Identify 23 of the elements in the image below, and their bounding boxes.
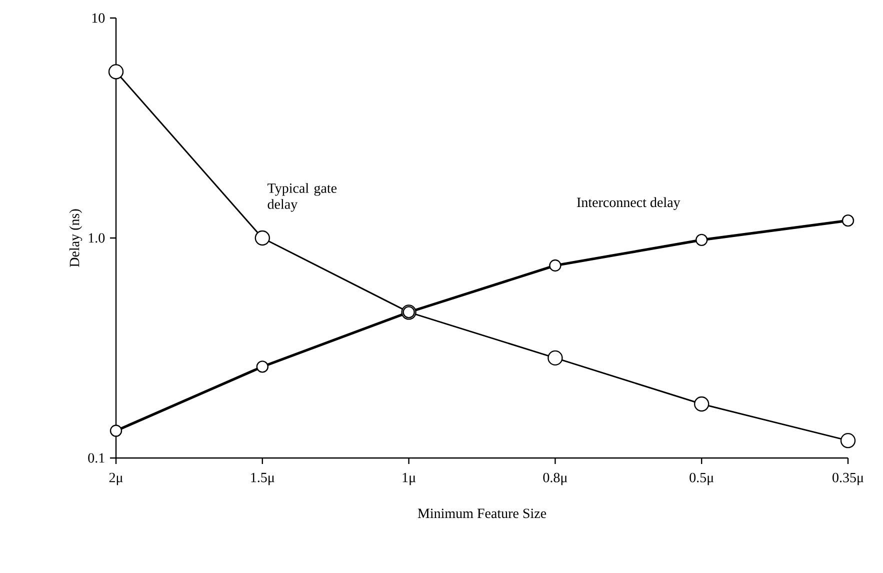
point <box>842 214 854 227</box>
y-axis-title: Delay (ns) <box>69 209 82 267</box>
point <box>548 350 563 366</box>
y-tick-label: 10 <box>92 13 105 23</box>
point <box>110 424 122 437</box>
point <box>840 432 856 448</box>
point <box>254 230 270 246</box>
point <box>549 259 562 272</box>
x-tick-label: 0.8μ <box>543 472 568 486</box>
x-axis-title: Minimum Feature Size <box>418 508 546 518</box>
x-tick-label: 1μ <box>402 472 416 486</box>
point <box>696 234 708 246</box>
y-tick-label: 1.0 <box>88 233 105 243</box>
x-tick-label: 0.5μ <box>690 472 714 486</box>
text: Interconnect delay <box>577 197 680 210</box>
point <box>256 360 268 373</box>
y-tick-label: 0.1 <box>88 453 104 463</box>
x-tick-label: 1.5μ <box>251 472 274 486</box>
point <box>694 396 710 412</box>
series-label: Typical gate delay <box>268 183 337 212</box>
x-tick-label: 0.35μ <box>832 472 864 486</box>
x-tick-label: 2μ <box>109 472 123 486</box>
point <box>108 64 124 80</box>
